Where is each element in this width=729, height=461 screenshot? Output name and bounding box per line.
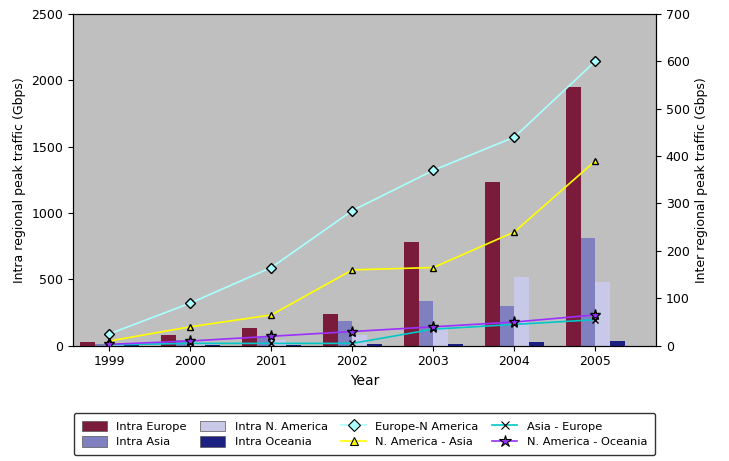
Bar [433,329,448,346]
Bar [242,329,257,346]
Legend: Intra Europe, Intra Asia, Intra N. America, Intra Oceania, Europe-N America, N. : Intra Europe, Intra Asia, Intra N. Ameri… [74,413,655,455]
Bar [367,344,381,346]
Bar [257,337,271,346]
Bar [486,183,500,346]
Bar [352,335,367,346]
Bar [286,345,300,346]
Bar [529,343,544,346]
Bar [109,345,124,346]
Bar [161,335,176,346]
Bar [338,320,352,346]
Bar [323,314,338,346]
Bar [610,341,625,346]
Bar [190,343,205,346]
Bar [205,345,219,346]
Bar [95,344,109,346]
Bar [418,301,433,346]
Y-axis label: Inter regional peak traffic (Gbps): Inter regional peak traffic (Gbps) [695,77,709,283]
Y-axis label: Intra regional peak traffic (Gbps): Intra regional peak traffic (Gbps) [12,77,26,283]
Bar [80,342,95,346]
X-axis label: Year: Year [350,374,379,388]
Bar [404,242,418,346]
Bar [581,238,596,346]
Bar [515,277,529,346]
Bar [500,306,515,346]
Bar [271,340,286,346]
Bar [596,282,610,346]
Bar [176,340,190,346]
Bar [448,344,462,346]
Bar [566,87,581,346]
